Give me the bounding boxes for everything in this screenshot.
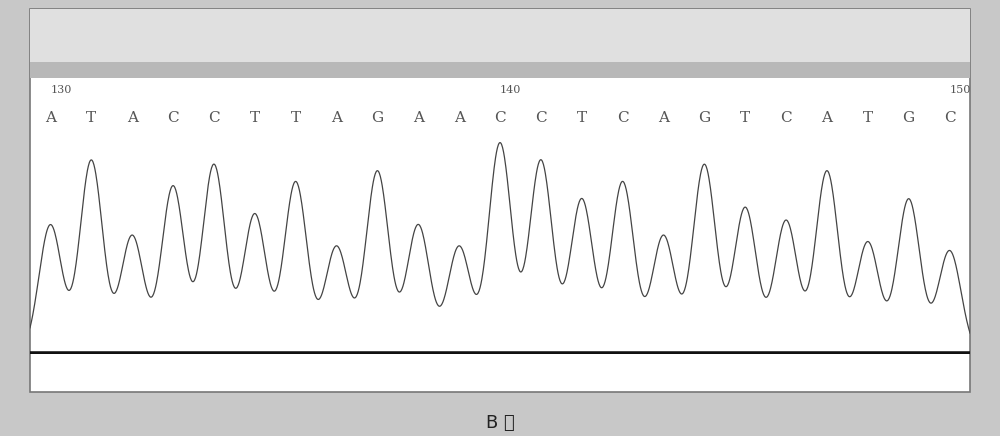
Text: T: T [291,111,301,125]
Text: G: G [698,111,710,125]
Text: 140: 140 [500,85,521,95]
Text: 150: 150 [950,85,971,95]
Text: A: A [658,111,669,125]
Text: T: T [740,111,750,125]
Text: T: T [86,111,96,125]
Text: A: A [331,111,342,125]
Text: G: G [903,111,915,125]
Text: C: C [944,111,955,125]
Text: A: A [45,111,56,125]
Text: 130: 130 [50,85,72,95]
Text: G: G [371,111,384,125]
Text: T: T [577,111,587,125]
Text: C: C [535,111,547,125]
Text: A: A [413,111,424,125]
Text: A: A [821,111,832,125]
Text: A: A [127,111,138,125]
Text: B 图: B 图 [486,414,514,432]
Text: C: C [617,111,628,125]
Text: T: T [863,111,873,125]
Text: C: C [494,111,506,125]
Text: T: T [250,111,260,125]
Text: C: C [208,111,220,125]
Text: C: C [167,111,179,125]
Text: A: A [454,111,465,125]
Text: C: C [780,111,792,125]
